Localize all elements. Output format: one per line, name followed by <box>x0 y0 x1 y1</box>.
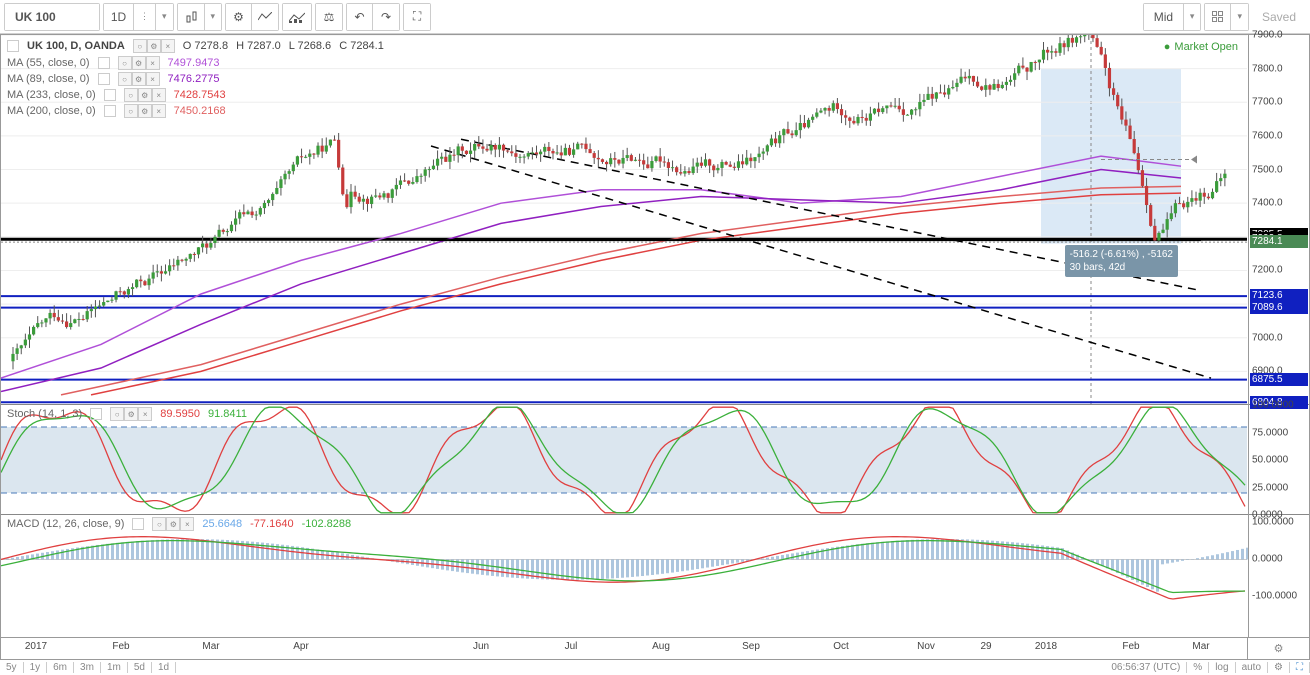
ma200-label: MA (200, close, 0) <box>7 105 96 117</box>
axis-settings-icon[interactable]: ⚙ <box>1268 662 1290 673</box>
macd-pane[interactable]: MACD (12, 26, close, 9) ○⚙× 25.6648 -77.… <box>1 515 1248 615</box>
btn-log[interactable]: log <box>1209 662 1235 673</box>
title-actions[interactable]: ○⚙× <box>133 39 175 53</box>
symbol-select[interactable]: UK 100 <box>5 4 99 30</box>
eye-icon[interactable] <box>104 105 116 117</box>
ohlc-low: 7268.6 <box>298 40 332 52</box>
ma55-actions[interactable]: ○⚙× <box>118 56 160 70</box>
x-tick: Sep <box>742 641 760 652</box>
macd-v2: -77.1640 <box>250 518 293 530</box>
x-tick: Mar <box>202 641 219 652</box>
macd-v1: 25.6648 <box>202 518 242 530</box>
x-tick: Jul <box>565 641 578 652</box>
eye-icon[interactable] <box>98 73 110 85</box>
layout-grid-button[interactable] <box>1205 4 1231 30</box>
x-tick: Nov <box>917 641 935 652</box>
candle-style-caret[interactable]: ▾ <box>205 4 222 30</box>
ohlc-high: 7287.0 <box>247 40 281 52</box>
x-tick: 29 <box>980 641 991 652</box>
expand-icon[interactable]: ⛶ <box>1290 662 1310 673</box>
range-5d[interactable]: 5d <box>128 662 152 673</box>
x-tick: Mar <box>1192 641 1209 652</box>
ma89-actions[interactable]: ○⚙× <box>118 72 160 86</box>
stoch-k: 89.5950 <box>160 408 200 420</box>
price-pane[interactable]: UK 100, D, OANDA ○⚙× O 7278.8 H 7287.0 L… <box>1 35 1248 405</box>
indicators-icon[interactable] <box>283 4 311 30</box>
x-tick: Feb <box>1122 641 1139 652</box>
eye-icon[interactable] <box>7 40 19 52</box>
ma233-actions[interactable]: ○⚙× <box>124 88 166 102</box>
ma233-label: MA (233, close, 0) <box>7 89 96 101</box>
layout-caret[interactable]: ▾ <box>1231 4 1248 30</box>
range-3m[interactable]: 3m <box>74 662 101 673</box>
timeframe-button[interactable]: 1D <box>104 4 134 30</box>
mid-caret[interactable]: ▾ <box>1184 4 1201 30</box>
x-axis-settings[interactable]: ⚙ <box>1247 638 1309 659</box>
redo-icon[interactable]: ↷ <box>373 4 399 30</box>
ma200-actions[interactable]: ○⚙× <box>124 104 166 118</box>
clock: 06:56:37 (UTC) <box>1105 662 1187 673</box>
range-6m[interactable]: 6m <box>47 662 74 673</box>
stoch-pane[interactable]: Stoch (14, 1, 3) ○⚙× 89.5950 91.8411 <box>1 405 1248 515</box>
macd-actions[interactable]: ○⚙× <box>152 517 194 531</box>
scales-icon[interactable]: ⚖ <box>316 4 342 30</box>
x-tick: Aug <box>652 641 670 652</box>
y-axis[interactable]: 6900.07000.07100.07200.07300.07400.07500… <box>1248 34 1310 638</box>
range-1y[interactable]: 1y <box>24 662 48 673</box>
ma200-value: 7450.2168 <box>174 105 226 117</box>
timeframe-caret[interactable]: ▾ <box>156 4 173 30</box>
saved-button[interactable]: Saved <box>1252 10 1306 24</box>
mid-button[interactable]: Mid <box>1144 4 1184 30</box>
fullscreen-icon[interactable]: ⛶ <box>404 4 430 30</box>
macd-v3: -102.8288 <box>302 518 352 530</box>
macd-title: MACD (12, 26, close, 9) <box>7 518 124 530</box>
x-tick: Oct <box>833 641 849 652</box>
ma55-value: 7497.9473 <box>168 57 220 69</box>
stoch-d: 91.8411 <box>208 408 247 420</box>
range-1d[interactable]: 1d <box>152 662 176 673</box>
stoch-actions[interactable]: ○⚙× <box>110 407 152 421</box>
btn-%[interactable]: % <box>1187 662 1209 673</box>
x-axis[interactable]: 2017 Feb Mar Apr Jun Jul Aug Sep Oct Nov 29 2018 Feb… <box>0 638 1310 660</box>
ma89-value: 7476.2775 <box>168 73 220 85</box>
eye-icon[interactable] <box>104 89 116 101</box>
candle-style-button[interactable] <box>178 4 205 30</box>
stoch-chart[interactable] <box>1 405 1248 514</box>
timeframe-dropdown[interactable]: ⋮ <box>134 4 156 30</box>
toolbar: UK 100 1D ⋮ ▾ ▾ ⚙ ⚖ ↶ ↷ ⛶ Mid ▾ ▾ <box>0 0 1310 34</box>
compare-icon[interactable] <box>252 4 278 30</box>
eye-icon[interactable] <box>98 57 110 69</box>
chart-area: UK 100, D, OANDA ○⚙× O 7278.8 H 7287.0 L… <box>0 34 1310 638</box>
eye-icon[interactable] <box>132 518 144 530</box>
range-5y[interactable]: 5y <box>0 662 24 673</box>
x-tick: 2018 <box>1035 641 1057 652</box>
ma233-value: 7428.7543 <box>174 89 226 101</box>
btn-auto[interactable]: auto <box>1236 662 1268 673</box>
measure-tooltip: -516.2 (-6.61%) , -5162 30 bars, 42d <box>1065 245 1178 277</box>
settings-icon[interactable]: ⚙ <box>226 4 252 30</box>
range-1m[interactable]: 1m <box>101 662 128 673</box>
x-tick: 2017 <box>25 641 47 652</box>
undo-icon[interactable]: ↶ <box>347 4 373 30</box>
ohlc-close: 7284.1 <box>350 40 384 52</box>
x-tick: Jun <box>473 641 489 652</box>
stoch-title: Stoch (14, 1, 3) <box>7 408 82 420</box>
chart-title: UK 100, D, OANDA <box>27 40 125 52</box>
market-open-status: Market Open <box>1164 41 1238 53</box>
ma89-label: MA (89, close, 0) <box>7 73 90 85</box>
eye-icon[interactable] <box>90 408 102 420</box>
ma55-label: MA (55, close, 0) <box>7 57 90 69</box>
bottom-bar: 5y1y6m3m1m5d1d 06:56:37 (UTC) %logauto ⚙… <box>0 660 1310 675</box>
ohlc-open: 7278.8 <box>194 40 228 52</box>
x-tick: Feb <box>112 641 129 652</box>
x-tick: Apr <box>293 641 309 652</box>
